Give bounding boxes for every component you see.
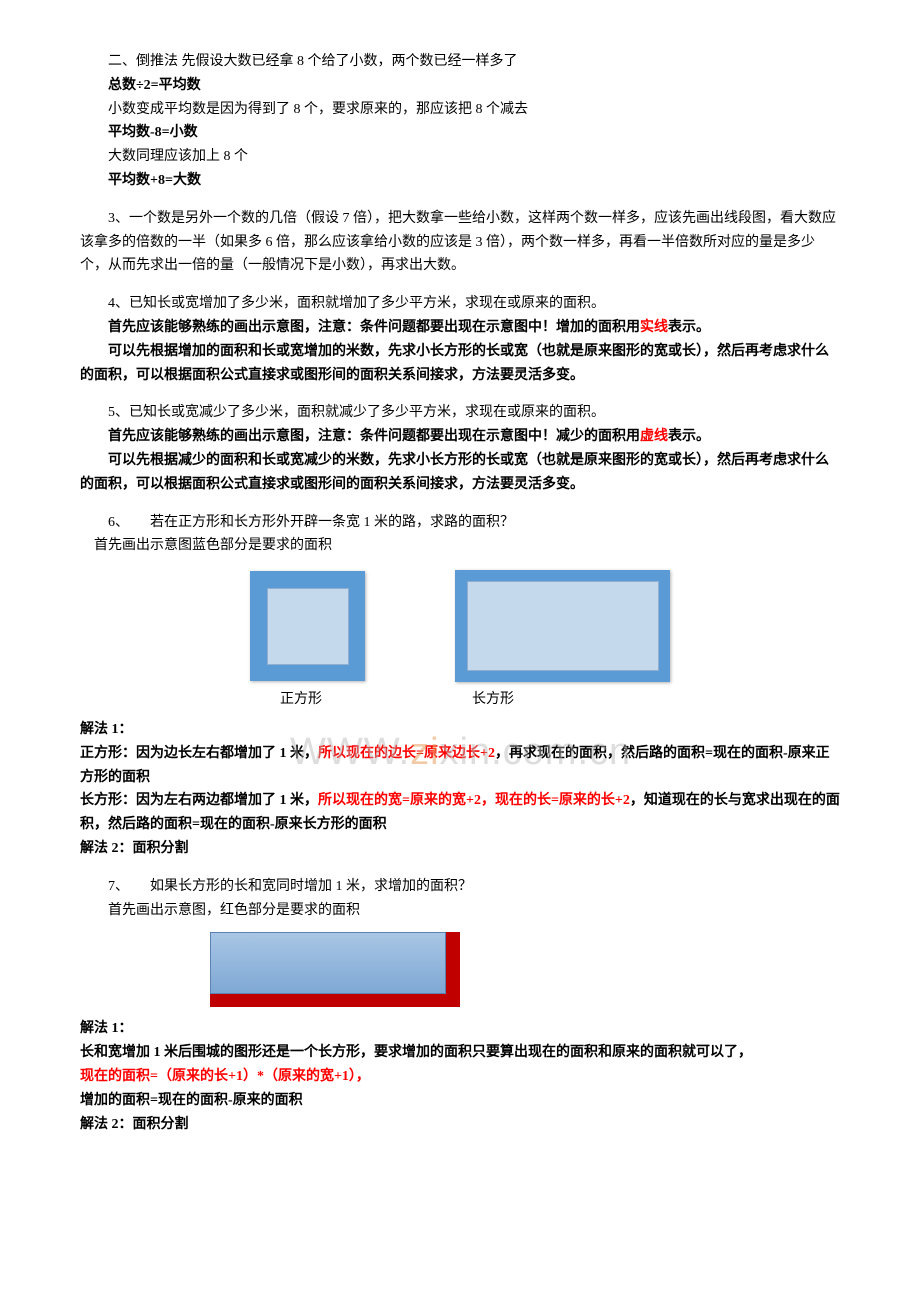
label-square: 正方形 [280, 688, 322, 712]
solution-text: 长和宽增加 1 米后围城的图形还是一个长方形，要求增加的面积只要算出现在的面积和… [80, 1041, 840, 1065]
red-strip-bottom [210, 994, 460, 1007]
formula: 平均数-8=小数 [80, 121, 840, 145]
text-line: 大数同理应该加上 8 个 [80, 145, 840, 169]
text-part: 正方形：因为边长左右都增加了 1 米， [80, 746, 318, 761]
formula: 增加的面积=现在的面积-原来的面积 [80, 1089, 840, 1113]
text-highlight: 所以现在的宽=原来的宽+2，现在的长=原来的长+2 [318, 793, 630, 808]
text-line: 首先应该能够熟练的画出示意图，注意：条件问题都要出现在示意图中！增加的面积用实线… [80, 316, 840, 340]
text-part: 长方形：因为左右两边都增加了 1 米， [80, 793, 318, 808]
solution-heading: 解法 1： [80, 718, 840, 742]
solution-text: 长方形：因为左右两边都增加了 1 米，所以现在的宽=原来的宽+2，现在的长=原来… [80, 789, 840, 837]
solution-text: 正方形：因为边长左右都增加了 1 米，所以现在的边长=原来边长+2，再求现在的面… [80, 742, 840, 790]
text-line: 6、 若在正方形和长方形外开辟一条宽 1 米的路，求路的面积？ [80, 511, 840, 535]
formula-highlight: 现在的面积=（原来的长+1）*（原来的宽+1）， [80, 1065, 840, 1089]
text-line: 4、已知长或宽增加了多少米，面积就增加了多少平方米，求现在或原来的面积。 [80, 292, 840, 316]
blue-rect [210, 932, 446, 994]
solution-heading: 解法 2：面积分割 [80, 837, 840, 861]
diagram-shapes [250, 570, 840, 682]
text-line: 二、倒推法 先假设大数已经拿 8 个给了小数，两个数已经一样多了 [80, 50, 840, 74]
text-part: 首先应该能够熟练的画出示意图，注意：条件问题都要出现在示意图中！增加的面积用 [108, 320, 640, 335]
label-rect: 长方形 [472, 688, 514, 712]
text-line: 7、 如果长方形的长和宽同时增加 1 米，求增加的面积？ [80, 875, 840, 899]
text-line: 5、已知长或宽减少了多少米，面积就减少了多少平方米，求现在或原来的面积。 [80, 401, 840, 425]
square-outer [250, 571, 365, 681]
red-strip-right [446, 932, 460, 994]
text-line: 首先应该能够熟练的画出示意图，注意：条件问题都要出现在示意图中！减少的面积用虚线… [80, 425, 840, 449]
text-line: 首先画出示意图，红色部分是要求的面积 [80, 899, 840, 923]
paragraph: 3、一个数是另外一个数的几倍（假设 7 倍），把大数拿一些给小数，这样两个数一样… [80, 207, 840, 278]
diagram-growth [210, 932, 840, 1007]
rect-outer [455, 570, 670, 682]
text-line: 首先画出示意图蓝色部分是要求的面积 [80, 534, 840, 558]
paragraph: 可以先根据减少的面积和长或宽减少的米数，先求小长方形的长或宽（也就是原来图形的宽… [80, 449, 840, 497]
square-inner [267, 588, 349, 665]
solution-heading: 解法 2：面积分割 [80, 1113, 840, 1137]
text-part: 表示。 [668, 320, 710, 335]
text-part: 首先应该能够熟练的画出示意图，注意：条件问题都要出现在示意图中！减少的面积用 [108, 429, 640, 444]
text-highlight: 所以现在的边长=原来边长+2 [318, 746, 495, 761]
text-highlight: 实线 [640, 320, 668, 335]
formula: 总数÷2=平均数 [80, 74, 840, 98]
diagram-labels: 正方形 长方形 [280, 688, 840, 712]
solution-heading: 解法 1： [80, 1017, 840, 1041]
text-line: 小数变成平均数是因为得到了 8 个，要求原来的，那应该把 8 个减去 [80, 98, 840, 122]
text-highlight: 虚线 [640, 429, 668, 444]
rect-inner [467, 581, 659, 671]
text-part: 表示。 [668, 429, 710, 444]
formula: 平均数+8=大数 [80, 169, 840, 193]
paragraph: 可以先根据增加的面积和长或宽增加的米数，先求小长方形的长或宽（也就是原来图形的宽… [80, 340, 840, 388]
